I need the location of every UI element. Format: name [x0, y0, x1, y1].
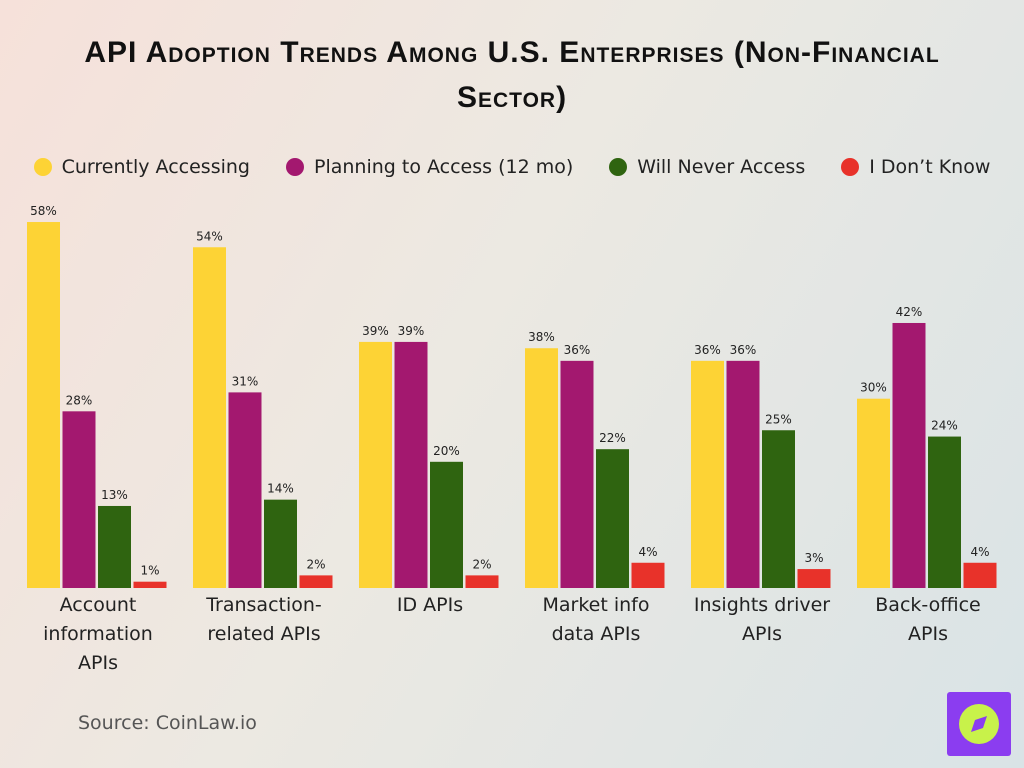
bar [691, 360, 724, 588]
x-tick-label: ID APIs [396, 594, 464, 616]
legend-swatch [841, 158, 860, 176]
value-label: 2% [472, 557, 491, 571]
bar [631, 562, 665, 588]
source: Source: CoinLaw.io [78, 712, 257, 734]
bar [228, 392, 262, 588]
value-label: 31% [232, 374, 259, 388]
logo [947, 692, 1011, 756]
legend-item: I Don’t Know [841, 156, 990, 178]
value-label: 14% [267, 482, 294, 496]
bar [394, 341, 428, 588]
value-label: 22% [599, 431, 626, 445]
bar [465, 575, 499, 588]
value-label: 28% [66, 393, 93, 407]
legend-label: Planning to Access (12 mo) [313, 156, 574, 178]
value-label: 36% [730, 343, 757, 357]
value-label: 36% [694, 343, 721, 357]
value-label: 54% [196, 229, 223, 243]
bar [596, 449, 629, 588]
x-tick-label: Insights driver APIs [693, 594, 831, 645]
bar [430, 461, 463, 588]
value-label: 30% [860, 381, 887, 395]
bar [98, 505, 131, 588]
logo-icon [959, 704, 999, 744]
chart-title: API Adoption Trends Among U.S. Enterpris… [84, 36, 940, 114]
value-label: 58% [30, 204, 57, 218]
value-label: 39% [362, 324, 389, 338]
value-label: 3% [804, 551, 823, 565]
legend-label: Will Never Access [637, 156, 806, 178]
bar [928, 436, 961, 588]
bar [133, 581, 167, 588]
value-label: 4% [970, 545, 989, 559]
bar [299, 575, 333, 588]
value-label: 39% [398, 324, 425, 338]
legend-label: Currently Accessing [61, 156, 250, 178]
legend-item: Will Never Access [609, 156, 805, 178]
bar [963, 562, 997, 588]
x-tick-label: Account information APIs [43, 594, 153, 674]
x-tick-label: Market info data APIs [542, 594, 650, 645]
legend-swatch [285, 158, 304, 176]
value-label: 20% [433, 444, 460, 458]
bar [762, 430, 795, 588]
legend-item: Planning to Access (12 mo) [285, 156, 574, 178]
value-label: 42% [896, 305, 923, 319]
value-label: 2% [306, 557, 325, 571]
value-label: 38% [528, 330, 555, 344]
legend: Currently Accessing Planning to Access (1… [0, 156, 1024, 178]
bar [797, 569, 831, 588]
bar [857, 398, 890, 588]
value-label: 36% [564, 343, 591, 357]
bar [359, 341, 392, 588]
bar [525, 348, 558, 588]
value-label: 13% [101, 488, 128, 502]
bar [193, 247, 226, 588]
legend-item: Currently Accessing [33, 156, 250, 178]
x-tick-label: Back-office APIs [875, 594, 981, 645]
legend-swatch [609, 158, 628, 176]
legend-label: I Don’t Know [869, 156, 991, 178]
value-label: 24% [931, 419, 958, 433]
x-tick-label: Transaction-related APIs [206, 594, 322, 645]
value-label: 25% [765, 412, 792, 426]
bar [264, 499, 297, 588]
bar [27, 222, 60, 588]
bar [62, 411, 96, 588]
bar [892, 322, 926, 588]
bar [560, 360, 594, 588]
bar [726, 360, 760, 588]
value-label: 1% [140, 564, 159, 578]
legend-swatch [33, 158, 52, 176]
value-label: 4% [638, 545, 657, 559]
